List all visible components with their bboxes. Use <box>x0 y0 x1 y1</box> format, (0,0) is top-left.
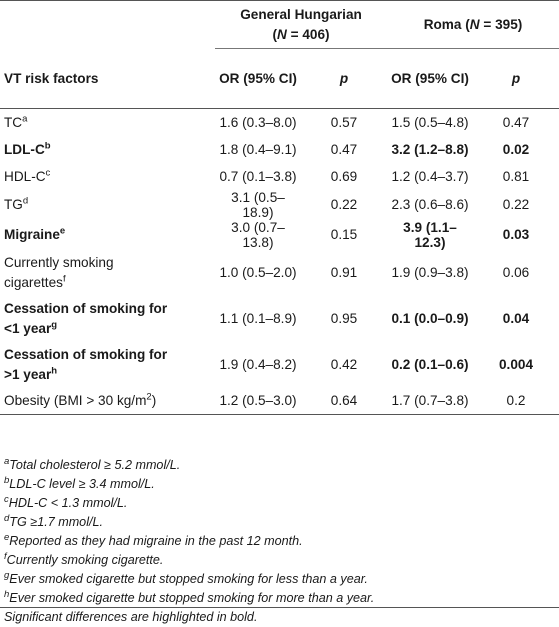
table-row: Currently smoking cigarettesf 1.0 (0.5–2.… <box>4 254 530 290</box>
or-ci-header-roma: OR (95% CI) <box>387 48 473 109</box>
footnote: eReported as they had migraine in the pa… <box>4 531 303 548</box>
footnote: fCurrently smoking cigarette. <box>4 550 164 567</box>
bold-note: Significant differences are highlighted … <box>4 610 258 624</box>
footnote: bLDL-C level ≥ 3.4 mmol/L. <box>4 474 155 491</box>
table-row: TGd 3.1 (0.5–18.9) 0.22 2.3 (0.6–8.6) 0.… <box>4 189 530 220</box>
footnote: gEver smoked cigarette but stopped smoki… <box>4 569 368 586</box>
or-ci-header-general: OR (95% CI) <box>215 48 301 109</box>
table-row: Cessation of smoking for >1 yearh 1.9 (0.… <box>4 346 534 382</box>
p-header-roma: p <box>473 48 559 109</box>
footnote: hEver smoked cigarette but stopped smoki… <box>4 588 375 605</box>
table-row: HDL-Cc 0.7 (0.1–3.8) 0.69 1.2 (0.4–3.7) … <box>4 166 530 184</box>
table-row: Obesity (BMI > 30 kg/m2) 1.2 (0.5–3.0) 0… <box>0 387 559 415</box>
group-header-general: General Hungarian (N = 406) <box>215 0 387 49</box>
table-row: TCa 1.6 (0.3–8.0) 0.57 1.5 (0.5–4.8) 0.4… <box>4 113 530 130</box>
group-header-row: General Hungarian (N = 406) Roma (N = 39… <box>0 0 559 49</box>
column-header-row: VT risk factors OR (95% CI) p OR (95% CI… <box>0 48 559 109</box>
footnote: cHDL-C < 1.3 mmol/L. <box>4 493 128 510</box>
p-header-general: p <box>301 48 387 109</box>
table-row: Cessation of smoking for <1 yearg 1.1 (0.… <box>4 300 530 336</box>
bottom-rule <box>0 607 559 608</box>
footnote: dTG ≥1.7 mmol/L. <box>4 512 103 529</box>
group-header-roma: Roma (N = 395) <box>387 0 559 49</box>
table-row: Migrainee 3.0 (0.7–13.8) 0.15 3.9 (1.1–1… <box>4 219 530 250</box>
footnotes: aTotal cholesterol ≥ 5.2 mmol/L. bLDL-C … <box>4 456 554 627</box>
table-row: LDL-Cb 1.8 (0.4–9.1) 0.47 3.2 (1.2–8.8) … <box>4 139 530 157</box>
risk-factor-table: General Hungarian (N = 406) Roma (N = 39… <box>0 0 559 415</box>
row-label-header: VT risk factors <box>0 48 215 109</box>
footnote: aTotal cholesterol ≥ 5.2 mmol/L. <box>4 455 181 472</box>
